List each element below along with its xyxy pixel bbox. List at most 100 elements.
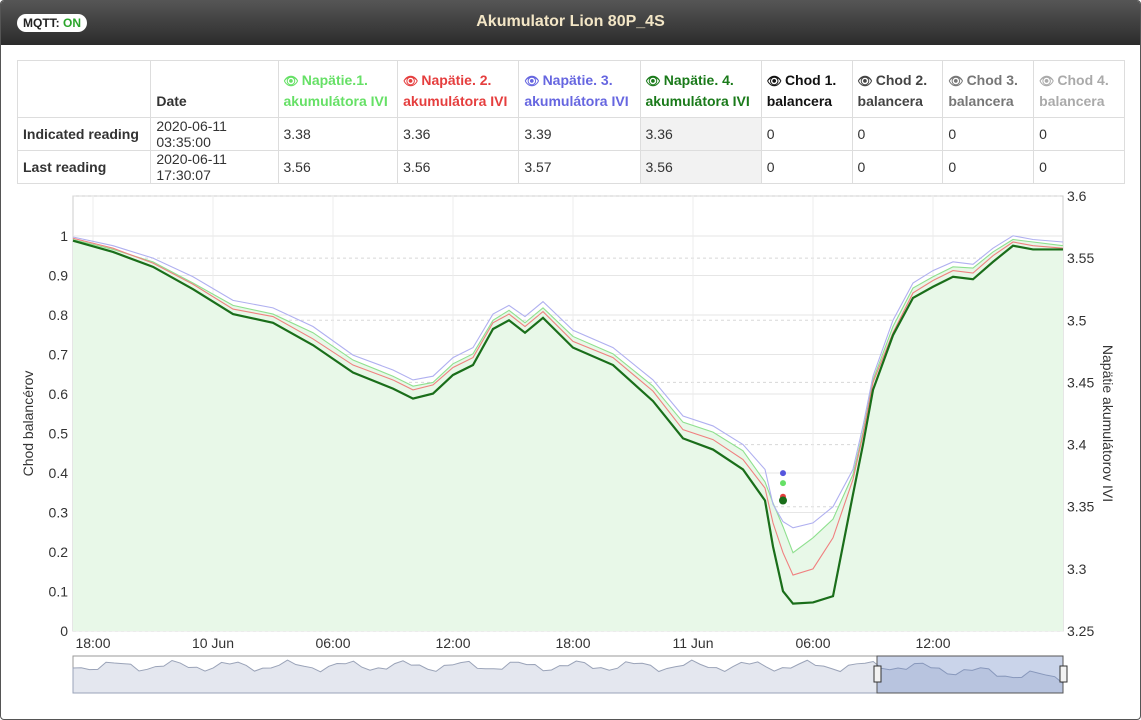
row-value: 0	[760, 150, 853, 184]
row-date: 2020-06-11 17:30:07	[150, 150, 279, 184]
row-value: 3.56	[277, 150, 399, 184]
left-tick-label: 0.2	[49, 544, 69, 560]
eye-icon[interactable]: 👁	[403, 74, 419, 88]
right-tick-label: 3.55	[1067, 250, 1094, 266]
row-value: 3.56	[639, 150, 762, 184]
eye-icon[interactable]: 👁	[1039, 74, 1055, 88]
row-label: Indicated reading	[16, 117, 152, 151]
right-tick-label: 3.5	[1067, 312, 1087, 328]
row-value: 0	[760, 117, 853, 151]
row-value: 3.39	[518, 117, 641, 151]
mqtt-status-badge[interactable]: MQTT: ON	[17, 14, 87, 32]
table-row: Indicated reading 2020-06-11 03:35:00 3.38…	[16, 117, 1125, 151]
x-tick-label: 18:00	[555, 635, 590, 651]
row-value: 3.36	[397, 117, 520, 151]
eye-icon[interactable]: 👁	[283, 74, 299, 88]
series-toggle-6[interactable]: 👁 Chod 2. balancera	[851, 60, 944, 118]
row-value: 0	[942, 117, 1035, 151]
series-label-line2: akumulátora IVI	[645, 93, 750, 109]
row-date: 2020-06-11 03:35:00	[150, 117, 279, 151]
series-label-line2: akumulátora IVI	[283, 93, 388, 109]
left-tick-label: 0.5	[49, 426, 69, 442]
left-tick-label: 0.3	[49, 505, 69, 521]
x-tick-label: 10 Jun	[192, 635, 234, 651]
eye-icon[interactable]: 👁	[645, 74, 661, 88]
left-tick-label: 0.7	[49, 347, 69, 363]
row-value: 0	[851, 150, 944, 184]
series-area-fill	[73, 239, 1063, 631]
right-tick-label: 3.35	[1067, 499, 1094, 515]
row-value: 3.36	[639, 117, 762, 151]
series-toggle-2[interactable]: 👁 Napätie. 2. akumulátora IVI	[397, 60, 520, 118]
series-label: Chod 4.	[1057, 72, 1109, 88]
series-label-line2: balancera	[948, 93, 1014, 109]
mqtt-status: ON	[63, 16, 81, 30]
series-marker	[780, 470, 786, 477]
table-header-row: Date 👁 Napätie.1. akumulátora IVI 👁 Napätie.…	[16, 60, 1125, 118]
x-tick-label: 06:00	[315, 635, 350, 651]
header-blank	[16, 60, 152, 118]
title-bar: MQTT: ON Akumulator Lion 80P_4S	[1, 1, 1140, 45]
series-line-3	[72, 235, 1064, 529]
row-value: 0	[1033, 117, 1125, 151]
right-tick-label: 3.45	[1067, 374, 1094, 390]
header-date: Date	[150, 60, 279, 118]
right-tick-label: 3.4	[1067, 437, 1087, 453]
series-toggle-3[interactable]: 👁 Napätie. 3. akumulátora IVI	[518, 60, 641, 118]
left-tick-label: 0.9	[49, 268, 69, 284]
chart: 0 0.1 0.2 0.3 0.4 0.5 0.6 0.7 0.8 0.9 1 3.25 3.3 3.35…	[20, 188, 1116, 694]
series-toggle-8[interactable]: 👁 Chod 4. balancera	[1033, 60, 1125, 118]
series-label: Napätie.1.	[301, 72, 368, 88]
y-axis-right-label: Napätie akumulátorov IVI	[1100, 345, 1116, 502]
eye-icon[interactable]: 👁	[766, 74, 782, 88]
left-tick-label: 0	[60, 623, 68, 639]
row-value: 3.38	[277, 117, 399, 151]
series-label: Chod 3.	[966, 72, 1018, 88]
series-label: Chod 1.	[784, 72, 837, 88]
row-label: Last reading	[16, 150, 152, 184]
series-marker	[780, 480, 786, 487]
page-title: Akumulator Lion 80P_4S	[476, 13, 665, 30]
eye-icon[interactable]: 👁	[857, 74, 873, 88]
series-toggle-4[interactable]: 👁 Napätie. 4. akumulátora IVI	[639, 60, 762, 118]
y-axis-left-label: Chod balancérov	[20, 371, 36, 477]
x-tick-label: 12:00	[915, 635, 950, 651]
x-tick-label: 18:00	[75, 635, 110, 651]
navigator-series	[72, 659, 1064, 694]
series-toggle-5[interactable]: 👁 Chod 1. balancera	[760, 60, 853, 118]
series-toggle-1[interactable]: 👁 Napätie.1. akumulátora IVI	[277, 60, 399, 118]
series-label: Napätie. 2.	[421, 72, 492, 88]
row-value: 0	[942, 150, 1035, 184]
series-label: Chod 2.	[875, 72, 928, 88]
series-label: Napätie. 4.	[663, 72, 734, 88]
x-tick-label: 12:00	[435, 635, 470, 651]
series-label-line2: balancera	[857, 93, 923, 109]
row-value: 0	[1033, 150, 1125, 184]
row-value: 3.57	[518, 150, 641, 184]
eye-icon[interactable]: 👁	[948, 74, 964, 88]
series-label-line2: akumulátora IVI	[403, 93, 508, 109]
series-label-line2: akumulátora IVI	[524, 93, 629, 109]
eye-icon[interactable]: 👁	[524, 74, 540, 88]
row-value: 0	[851, 117, 944, 151]
series-toggle-7[interactable]: 👁 Chod 3. balancera	[942, 60, 1035, 118]
navigator-handle-right[interactable]	[1059, 665, 1068, 683]
mqtt-label: MQTT:	[23, 16, 60, 30]
right-tick-label: 3.6	[1067, 188, 1087, 204]
navigator-selection	[876, 655, 1064, 694]
left-tick-label: 1	[60, 228, 68, 244]
navigator-handle-left[interactable]	[873, 665, 882, 683]
right-tick-label: 3.25	[1067, 623, 1094, 639]
series-line-4	[72, 239, 1063, 605]
left-tick-label: 0.6	[49, 386, 69, 402]
series-label-line2: balancera	[1039, 93, 1105, 109]
left-tick-label: 0.4	[49, 465, 69, 481]
series-line-2	[72, 237, 1064, 576]
left-tick-label: 0.8	[49, 307, 69, 323]
left-tick-label: 0.1	[49, 584, 69, 600]
series-label-line2: balancera	[766, 93, 833, 109]
table-row: Last reading 2020-06-11 17:30:07 3.56 3.56 3…	[16, 150, 1125, 184]
series-label: Napätie. 3.	[542, 72, 613, 88]
series-line-1	[72, 238, 1064, 554]
